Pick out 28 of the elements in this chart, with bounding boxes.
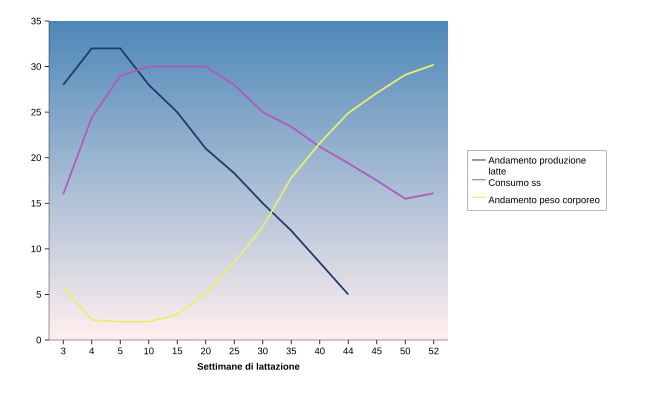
- x-tick-label: 25: [229, 348, 240, 354]
- x-axis-title: Settimane di lattazione: [197, 362, 300, 370]
- x-tick-label: 44: [343, 348, 354, 354]
- y-tick-label: 0: [36, 336, 42, 344]
- x-tick-label: 30: [258, 348, 268, 354]
- x-tick-label: 4: [89, 348, 94, 354]
- x-tick-label: 35: [286, 348, 296, 354]
- legend-label: Consumo ss: [488, 179, 541, 186]
- line-series: [62, 47, 350, 296]
- y-tick-label: 35: [31, 18, 42, 24]
- x-tick-label: 40: [314, 348, 325, 354]
- y-tick-label: 15: [32, 200, 42, 207]
- line-series: [62, 64, 435, 323]
- x-tick-label: 10: [144, 348, 154, 354]
- y-tick-label: 10: [32, 246, 42, 252]
- x-tick-label: 3: [60, 348, 66, 354]
- x-tick-label: 15: [172, 348, 182, 354]
- y-tick-label: 30: [31, 63, 42, 70]
- x-tick-label: 5: [118, 348, 122, 354]
- x-tick-label: 50: [400, 348, 410, 354]
- y-tick-label: 25: [31, 108, 42, 116]
- x-tick-label: 45: [372, 348, 382, 354]
- x-tick-label: 52: [428, 348, 439, 354]
- y-tick-label: 20: [31, 154, 42, 162]
- legend-label: Andamento produzione latte: [488, 156, 586, 175]
- legend-label: Andamento peso corporeo: [488, 196, 600, 206]
- x-tick-label: 20: [200, 348, 211, 354]
- y-tick-label: 5: [36, 291, 42, 298]
